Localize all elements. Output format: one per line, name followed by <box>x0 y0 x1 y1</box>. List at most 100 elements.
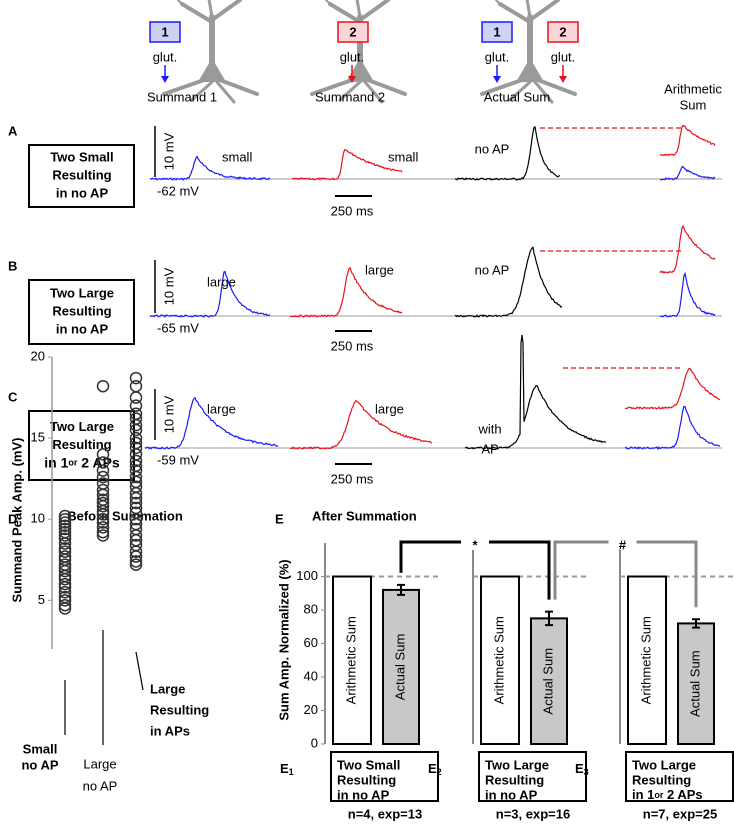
trace <box>624 367 721 410</box>
row-label: in no AP <box>56 321 109 336</box>
dendrite <box>210 0 242 22</box>
group-label: Resulting <box>337 772 396 787</box>
dendrite <box>180 2 214 24</box>
bar <box>332 575 372 745</box>
y-tick-label: 20 <box>304 702 318 717</box>
annotation: with <box>477 421 501 436</box>
trace <box>454 246 563 318</box>
group-label: Two Large <box>485 757 549 772</box>
arrow-head <box>559 76 567 83</box>
data-point <box>129 399 143 412</box>
data-point <box>129 441 143 455</box>
data-point <box>96 521 110 534</box>
category-leader <box>135 651 144 691</box>
dendrite <box>176 0 183 5</box>
significance-gap <box>608 534 637 550</box>
row-label: Resulting <box>52 303 111 318</box>
caption: Summand 1 <box>147 89 217 104</box>
data-point <box>96 512 110 526</box>
glut-label: glut. <box>551 49 576 64</box>
row-label-box <box>28 144 135 208</box>
group-label: Two Large <box>632 757 696 772</box>
trace <box>289 266 403 318</box>
data-point <box>129 496 143 510</box>
bar <box>480 575 520 745</box>
arrow-head <box>161 76 169 83</box>
data-point <box>96 448 110 461</box>
y-tick-label: 15 <box>31 430 45 445</box>
trace <box>659 165 716 181</box>
panel-title: Before Summation <box>67 508 183 523</box>
annotation: no AP <box>475 141 510 156</box>
bar <box>627 575 667 745</box>
dendrite <box>338 80 362 102</box>
data-point <box>129 423 143 437</box>
data-point <box>129 512 143 526</box>
input-box <box>547 21 579 43</box>
data-point <box>129 529 143 542</box>
annotation: large <box>365 262 394 277</box>
dendrite <box>207 0 214 19</box>
data-point <box>129 379 143 393</box>
data-point <box>129 487 143 500</box>
data-point <box>58 581 72 594</box>
annotation: large <box>207 274 236 289</box>
group-id: E1 <box>280 761 294 777</box>
data-point <box>58 512 72 526</box>
glut-label: glut. <box>485 49 510 64</box>
data-point <box>129 418 143 432</box>
y-axis-label: Sum Amp. Normalized (%) <box>276 559 291 720</box>
trace <box>289 399 433 450</box>
data-point <box>58 598 72 612</box>
caption: Arithmetic <box>664 81 722 96</box>
panel-title: After Summation <box>312 508 417 523</box>
row-label: Two Large <box>50 419 114 434</box>
category-label: Resulting <box>150 702 209 717</box>
category-label: Large <box>83 756 116 771</box>
data-point <box>96 379 110 393</box>
y-tick-label: 5 <box>38 592 45 607</box>
dendrite <box>310 78 354 96</box>
row-label-box <box>28 410 135 481</box>
row-label: Resulting <box>52 437 111 452</box>
panel-letter: C <box>8 389 18 404</box>
dendrite <box>366 78 407 96</box>
category-label: Small <box>23 741 58 756</box>
dendrite <box>363 80 384 104</box>
trace <box>454 125 560 181</box>
sample-size: n=3, exp=16 <box>496 806 570 821</box>
category-label: no AP <box>83 778 118 793</box>
data-point <box>129 491 143 505</box>
group-id-part: E <box>575 761 584 776</box>
input-number: 2 <box>559 24 566 39</box>
trace <box>659 224 716 274</box>
data-point <box>129 470 143 484</box>
resting-potential: -62 mV <box>157 183 199 198</box>
annotation: small <box>222 149 252 164</box>
y-tick-label: 10 <box>31 511 45 526</box>
row-label: Two Large <box>50 285 114 300</box>
dendrite <box>324 0 331 5</box>
dendrite <box>162 78 206 96</box>
input-number: 1 <box>161 24 168 39</box>
dendrite <box>528 0 560 22</box>
group-label: in no AP <box>337 787 390 802</box>
y-tick-label: 80 <box>304 601 318 616</box>
glut-label: glut. <box>340 49 365 64</box>
data-point <box>129 371 143 385</box>
panel-letter: D <box>8 511 17 526</box>
bar-label: Actual Sum <box>392 634 407 700</box>
trace <box>149 270 271 318</box>
sample-size: n=4, exp=13 <box>348 806 422 821</box>
y-tick-label: 0 <box>311 735 318 750</box>
group-label-part: or <box>654 790 663 800</box>
group-label-box <box>625 751 734 802</box>
error-bar <box>692 618 700 629</box>
input-number: 1 <box>493 24 500 39</box>
data-point <box>58 545 72 558</box>
soma <box>516 58 544 82</box>
panel-letter: E <box>275 511 284 526</box>
data-point <box>58 537 72 550</box>
caption: Sum <box>680 97 707 112</box>
